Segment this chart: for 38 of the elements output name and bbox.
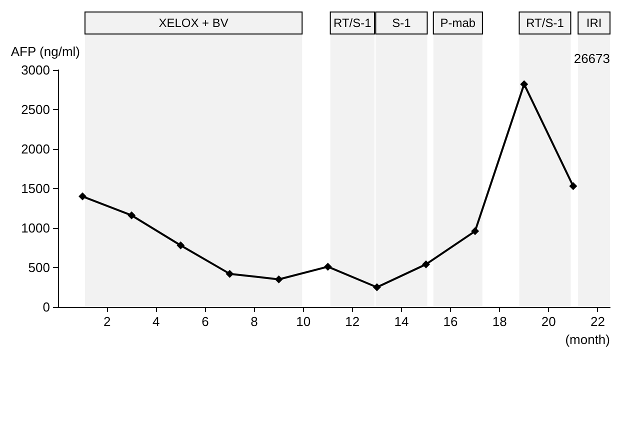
point bbox=[422, 260, 430, 268]
x-tick-label: 22 bbox=[590, 314, 605, 329]
x-tick-label: 14 bbox=[394, 314, 409, 329]
point bbox=[372, 283, 381, 292]
point bbox=[176, 241, 185, 250]
point bbox=[520, 80, 528, 88]
y-tick-label: 500 bbox=[28, 260, 50, 275]
band-label: P-mab bbox=[440, 16, 476, 30]
text: 26673 bbox=[574, 51, 610, 66]
band-label: XELOX + BV bbox=[158, 16, 228, 30]
point bbox=[471, 227, 480, 236]
point bbox=[569, 182, 578, 190]
x-tick-label: 4 bbox=[152, 314, 160, 329]
x-axis-title: (month) bbox=[565, 332, 610, 347]
point bbox=[226, 270, 234, 278]
y-axis-title: AFP (ng/ml) bbox=[10, 44, 80, 59]
x-tick-label: 12 bbox=[345, 314, 360, 329]
y-tick-label: 3000 bbox=[21, 62, 50, 78]
y-tick-label: 1000 bbox=[21, 220, 50, 236]
band-label: IRI bbox=[586, 16, 602, 30]
point bbox=[78, 192, 87, 200]
band-label: S-1 bbox=[392, 16, 412, 30]
x-tick-label: 20 bbox=[541, 314, 556, 329]
y-tick-label: 0 bbox=[42, 300, 50, 314]
x-tick-label: 8 bbox=[250, 314, 258, 329]
x-tick-label: 16 bbox=[443, 314, 458, 329]
point bbox=[274, 275, 283, 284]
band-label: RT/S-1 bbox=[334, 16, 372, 30]
x-tick-label: 6 bbox=[202, 314, 209, 329]
y-tick-label: 1500 bbox=[21, 181, 50, 196]
x-tick-label: 2 bbox=[103, 314, 111, 329]
x-tick-label: 10 bbox=[296, 314, 311, 329]
point bbox=[128, 211, 136, 220]
band-label: RT/S-1 bbox=[526, 16, 564, 30]
point bbox=[324, 262, 332, 271]
y-tick-label: 2500 bbox=[21, 102, 50, 117]
x-tick-label: 18 bbox=[492, 314, 507, 329]
y-tick-label: 2000 bbox=[21, 142, 50, 156]
